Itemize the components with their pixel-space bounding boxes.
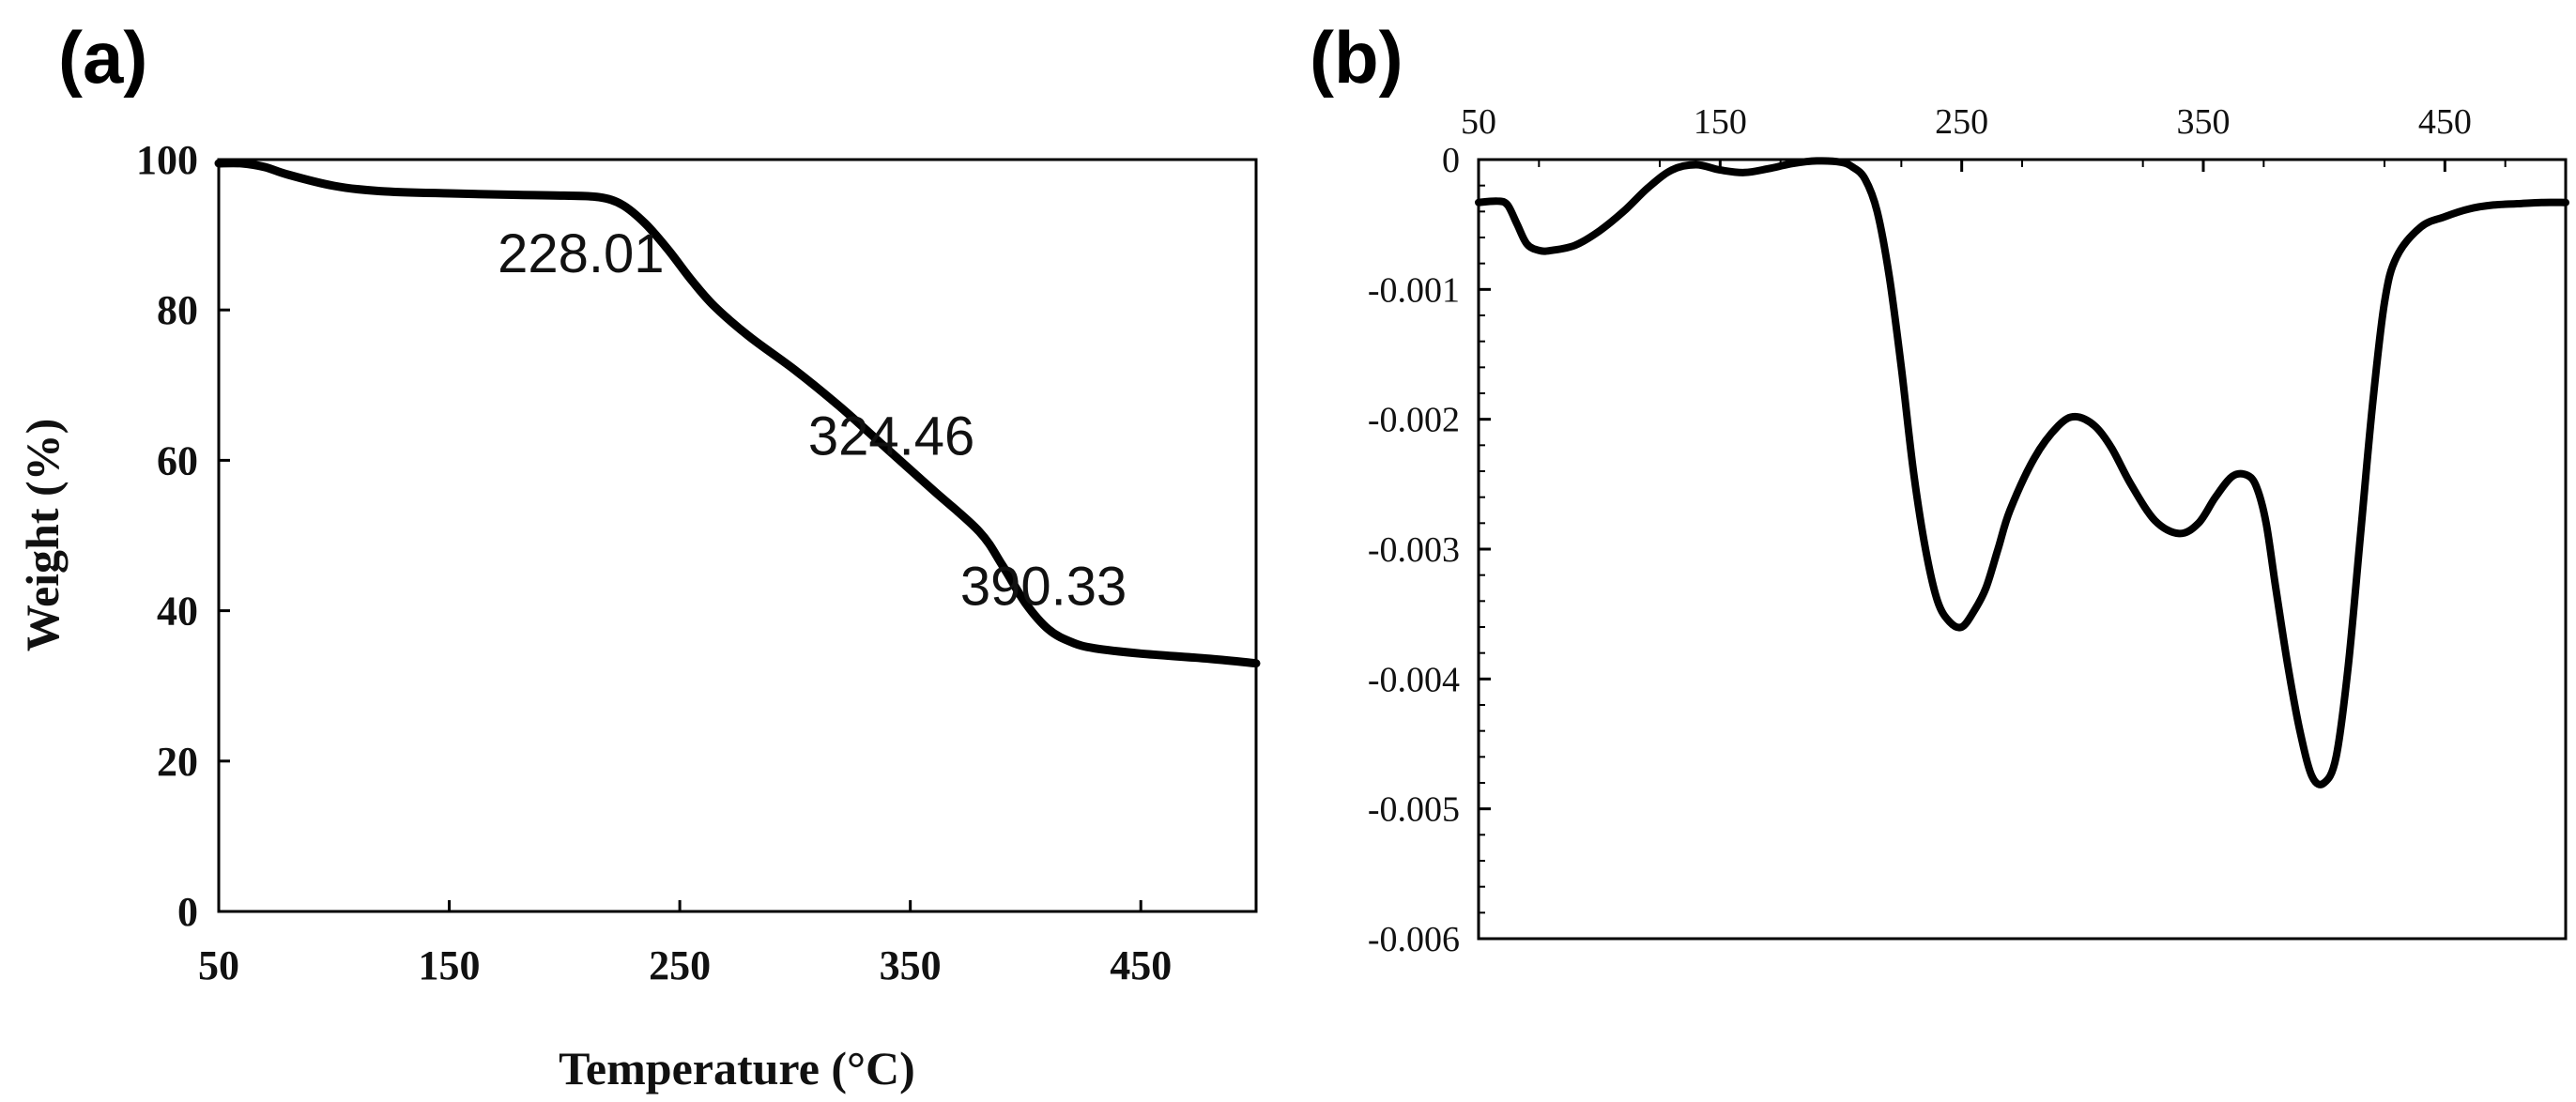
x-tick-label-b: 50 bbox=[1461, 102, 1496, 142]
dtg-chart: 50 150 250 350 450 0 -0.001 -0.002 -0.003 -0.004 -… bbox=[1368, 102, 2569, 959]
y-tick-label-a: 40 bbox=[157, 589, 198, 635]
peak-annotation: 324.46 bbox=[808, 406, 974, 467]
y-tick-label-a: 100 bbox=[136, 137, 198, 183]
y-axis-title-a: Weight (%) bbox=[16, 419, 69, 652]
y-tick-label-b: -0.003 bbox=[1368, 530, 1460, 570]
plot-frame-b bbox=[1477, 158, 2568, 941]
y-tick-label-b: -0.006 bbox=[1368, 920, 1460, 959]
x-axis-title-a: Temperature (°C) bbox=[559, 1042, 915, 1094]
y-tick-label-b: 0 bbox=[1442, 141, 1460, 180]
derivative-line bbox=[1475, 157, 2569, 788]
y-tick-label-b: -0.002 bbox=[1368, 401, 1460, 440]
y-tick-label-a: 20 bbox=[157, 739, 198, 785]
y-tick-label-b: -0.004 bbox=[1368, 660, 1460, 699]
x-tick-label-a: 50 bbox=[198, 942, 239, 988]
y-tick-label-b: -0.005 bbox=[1368, 790, 1460, 830]
annotation-layer-a: 228.01 324.46 390.33 bbox=[498, 223, 1127, 617]
tick-layer-a: 50 150 250 350 450 0 20 40 60 80 100 bbox=[136, 137, 1172, 988]
x-tick-label-a: 450 bbox=[1110, 942, 1172, 988]
x-tick-label-b: 450 bbox=[2418, 102, 2472, 142]
peak-annotation: 228.01 bbox=[498, 223, 664, 284]
y-tick-label-b: -0.001 bbox=[1368, 270, 1460, 310]
x-tick-label-a: 150 bbox=[419, 942, 481, 988]
plot-frame-a bbox=[217, 158, 1258, 913]
panel-label-b: (b) bbox=[1310, 16, 1403, 99]
y-tick-label-a: 0 bbox=[177, 889, 198, 935]
y-tick-label-a: 60 bbox=[157, 437, 198, 483]
weight-loss-line bbox=[214, 159, 1261, 668]
x-tick-label-a: 350 bbox=[880, 942, 942, 988]
weight-curve-layer bbox=[214, 159, 1261, 668]
x-tick-label-b: 150 bbox=[1694, 102, 1747, 142]
tga-chart: 50 150 250 350 450 0 20 40 60 80 100 228.01 324.46 3… bbox=[16, 137, 1261, 1094]
panel-label-a: (a) bbox=[58, 16, 147, 99]
tick-layer-b: 50 150 250 350 450 0 -0.001 -0.002 -0.003 -0.004 -… bbox=[1368, 102, 2507, 959]
peak-annotation: 390.33 bbox=[960, 557, 1127, 618]
x-tick-label-a: 250 bbox=[649, 942, 711, 988]
derivative-curve-layer bbox=[1475, 157, 2569, 788]
x-tick-label-b: 350 bbox=[2177, 102, 2231, 142]
x-tick-label-b: 250 bbox=[1935, 102, 1988, 142]
y-tick-label-a: 80 bbox=[157, 287, 198, 333]
